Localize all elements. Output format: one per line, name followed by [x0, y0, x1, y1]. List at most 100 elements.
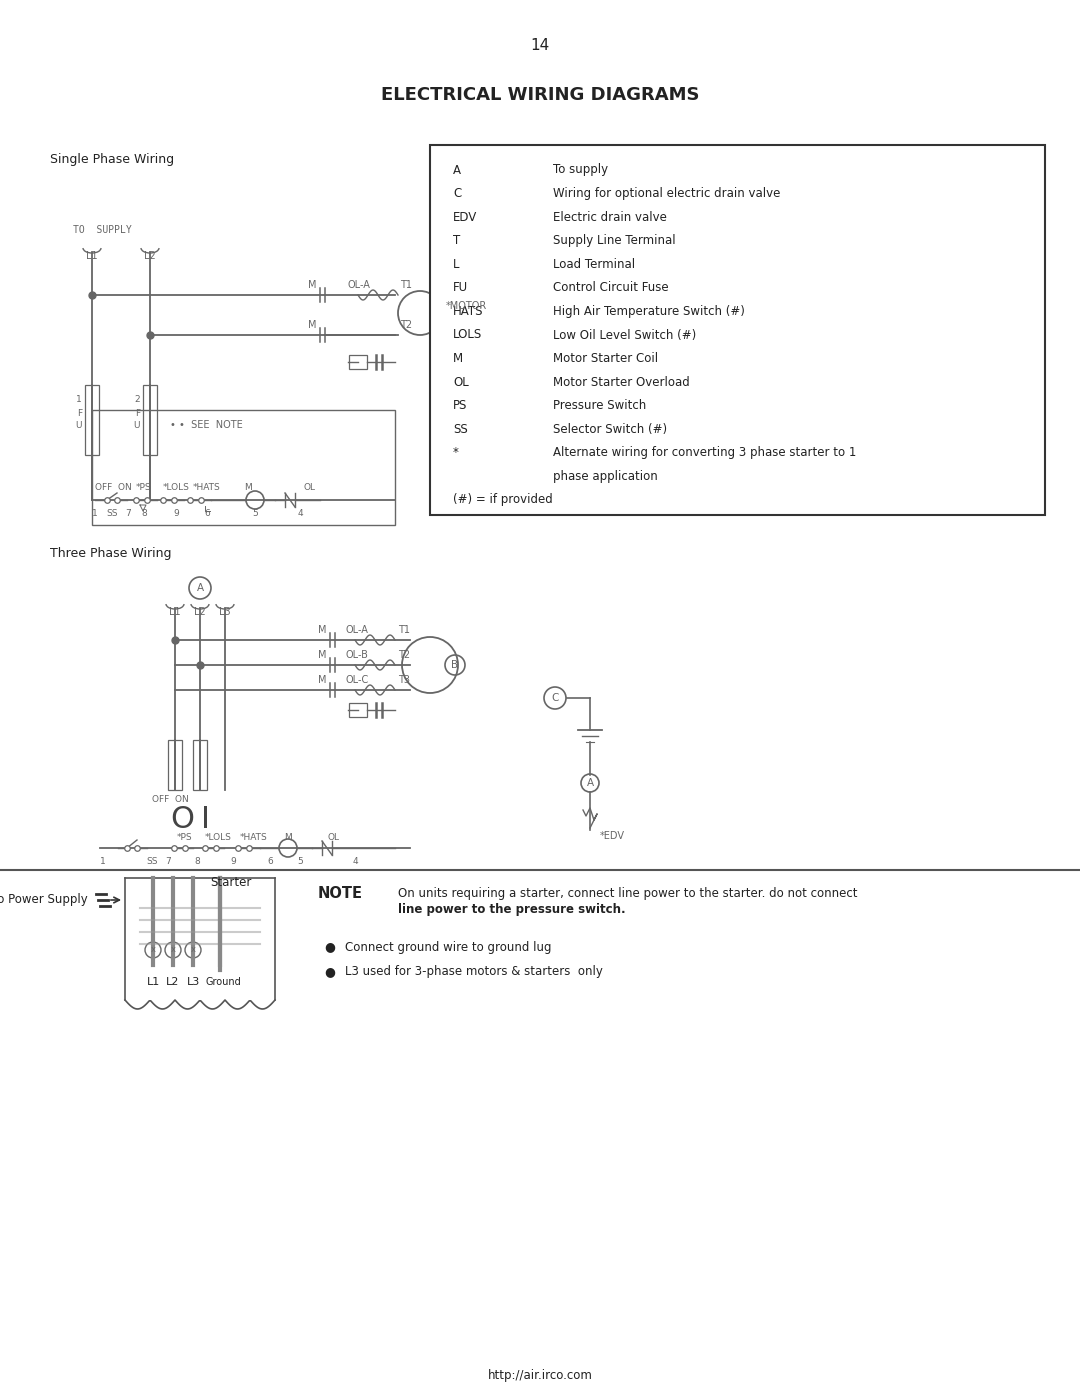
- Text: F: F: [135, 408, 140, 418]
- Text: OL-C: OL-C: [346, 675, 369, 685]
- Text: M: M: [318, 624, 326, 636]
- Text: T1: T1: [400, 279, 411, 291]
- Text: L1: L1: [147, 977, 160, 988]
- Text: M: M: [318, 650, 326, 659]
- Text: ●: ●: [325, 940, 336, 954]
- Text: 2: 2: [134, 395, 140, 405]
- Text: PS: PS: [453, 400, 468, 412]
- Text: L2: L2: [166, 977, 179, 988]
- Text: FU: FU: [453, 281, 468, 295]
- Text: 8: 8: [194, 856, 200, 866]
- Bar: [92, 409, 395, 525]
- Text: 6: 6: [204, 509, 210, 517]
- Text: L1: L1: [86, 251, 98, 261]
- Text: T1: T1: [399, 624, 410, 636]
- Text: 7: 7: [165, 856, 171, 866]
- Text: ELECTRICAL WIRING DIAGRAMS: ELECTRICAL WIRING DIAGRAMS: [381, 87, 699, 103]
- Text: M: M: [308, 279, 316, 291]
- Bar: [85, 386, 99, 455]
- Text: 1: 1: [100, 856, 106, 866]
- Text: *MOTOR: *MOTOR: [446, 300, 487, 312]
- Text: Control Circuit Fuse: Control Circuit Fuse: [553, 281, 669, 295]
- Text: T2: T2: [399, 650, 410, 659]
- Text: OL-B: OL-B: [346, 650, 369, 659]
- Text: 7: 7: [125, 509, 131, 517]
- Text: U: U: [76, 422, 82, 430]
- Text: 8: 8: [141, 509, 147, 517]
- Text: x: x: [150, 946, 156, 954]
- Text: Motor Starter Coil: Motor Starter Coil: [553, 352, 658, 365]
- Text: *: *: [453, 447, 459, 460]
- Text: C: C: [453, 187, 461, 200]
- Text: I: I: [201, 806, 210, 834]
- Text: M: M: [318, 675, 326, 685]
- Text: A: A: [197, 583, 203, 592]
- Text: EDV: EDV: [453, 211, 477, 224]
- Text: OL: OL: [327, 834, 339, 842]
- Text: 5: 5: [252, 509, 258, 517]
- Text: OL: OL: [453, 376, 469, 388]
- Bar: [143, 386, 157, 455]
- Text: L2: L2: [194, 608, 206, 617]
- Text: OL: OL: [303, 483, 316, 493]
- Text: Alternate wiring for converting 3 phase starter to 1: Alternate wiring for converting 3 phase …: [553, 447, 856, 460]
- Text: OFF  ON: OFF ON: [95, 483, 132, 493]
- Text: C: C: [551, 693, 558, 703]
- Text: 6: 6: [267, 856, 273, 866]
- Text: phase application: phase application: [553, 469, 658, 483]
- Text: T: T: [453, 235, 460, 247]
- Text: M: M: [244, 483, 252, 493]
- Text: M: M: [453, 352, 463, 365]
- Text: Load Terminal: Load Terminal: [553, 258, 635, 271]
- Text: A: A: [586, 778, 594, 788]
- Text: 14: 14: [530, 38, 550, 53]
- Text: L3 used for 3-phase motors & starters  only: L3 used for 3-phase motors & starters on…: [345, 965, 603, 978]
- Text: SS: SS: [146, 856, 158, 866]
- Bar: [430, 145, 1045, 515]
- Text: To supply: To supply: [553, 163, 608, 176]
- Text: SS: SS: [106, 509, 118, 517]
- Text: x: x: [190, 946, 195, 954]
- Text: To Power Supply: To Power Supply: [0, 894, 87, 907]
- Text: 9: 9: [230, 856, 235, 866]
- Text: L2: L2: [144, 251, 156, 261]
- Text: *PS: *PS: [177, 834, 193, 842]
- Text: Pressure Switch: Pressure Switch: [553, 400, 646, 412]
- Bar: [193, 740, 207, 789]
- Text: O: O: [170, 806, 194, 834]
- Text: 5: 5: [297, 856, 302, 866]
- Text: Selector Switch (#): Selector Switch (#): [553, 423, 667, 436]
- Circle shape: [145, 942, 161, 958]
- Text: L3: L3: [187, 977, 200, 988]
- Bar: [168, 740, 183, 789]
- Text: 1: 1: [92, 509, 98, 517]
- Text: *EDV: *EDV: [600, 831, 625, 841]
- Text: SS: SS: [453, 423, 468, 436]
- Text: line power to the pressure switch.: line power to the pressure switch.: [399, 904, 625, 916]
- Text: (#) = if provided: (#) = if provided: [453, 493, 553, 507]
- Text: *PS: *PS: [136, 483, 152, 493]
- Circle shape: [185, 942, 201, 958]
- Text: L1: L1: [170, 608, 180, 617]
- Text: ●: ●: [325, 965, 336, 978]
- Text: 9: 9: [173, 509, 179, 517]
- Text: Starter: Starter: [210, 876, 252, 888]
- Text: OFF  ON: OFF ON: [151, 795, 188, 805]
- Text: HATS: HATS: [453, 305, 484, 319]
- Bar: [349, 355, 367, 369]
- Text: M: M: [308, 320, 316, 330]
- Text: U: U: [134, 422, 140, 430]
- Bar: [349, 703, 367, 717]
- Text: 1: 1: [77, 395, 82, 405]
- Text: L3: L3: [219, 608, 231, 617]
- Text: Three Phase Wiring: Three Phase Wiring: [50, 546, 172, 560]
- Text: T2: T2: [400, 320, 413, 330]
- Text: • •  SEE  NOTE: • • SEE NOTE: [170, 420, 243, 430]
- Text: *HATS: *HATS: [193, 483, 221, 493]
- Text: 4: 4: [297, 509, 302, 517]
- Text: NOTE: NOTE: [318, 886, 363, 901]
- Text: 4: 4: [352, 856, 357, 866]
- Circle shape: [165, 942, 181, 958]
- Text: http://air.irco.com: http://air.irco.com: [487, 1369, 593, 1382]
- Text: F: F: [77, 408, 82, 418]
